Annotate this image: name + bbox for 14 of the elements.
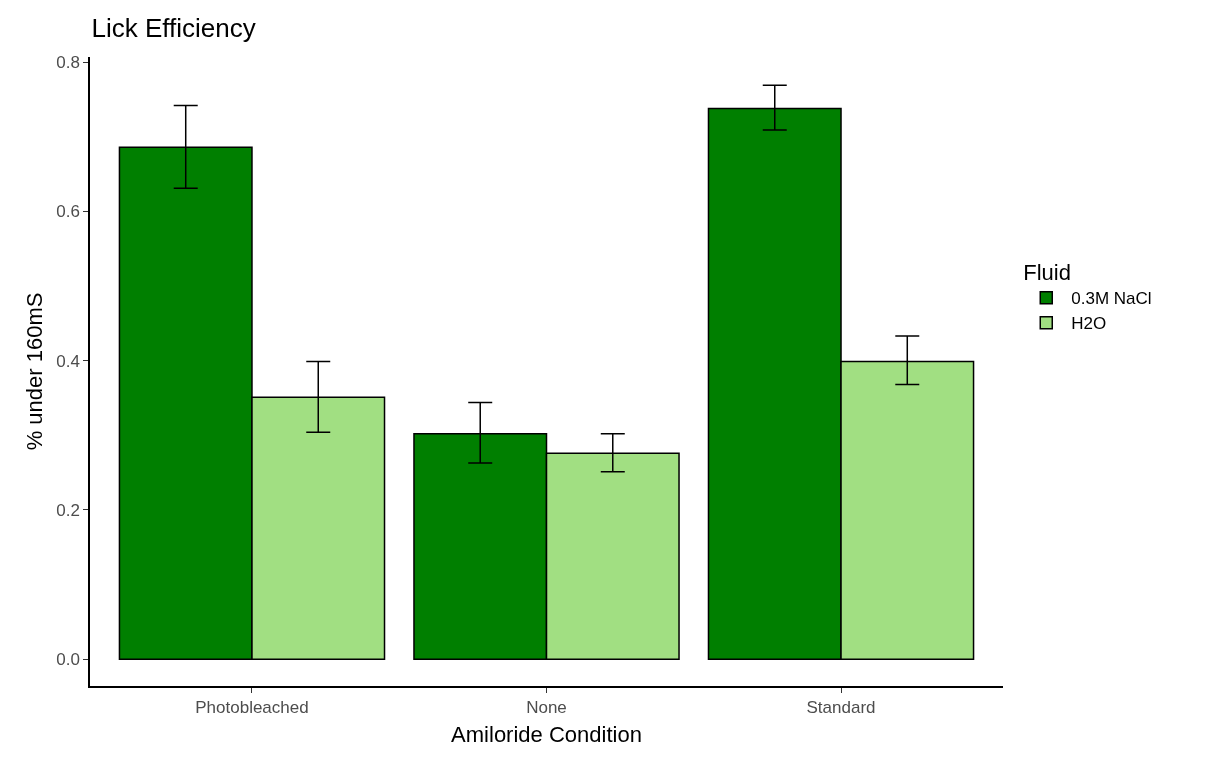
legend-label: H2O: [1071, 314, 1107, 334]
x-tick-label: Standard: [806, 698, 876, 718]
y-tick-label: 0.0: [56, 650, 80, 670]
x-axis-title: Amiloride Condition: [451, 721, 642, 747]
legend-label: 0.3M NaCl: [1071, 289, 1152, 309]
y-tick-label: 0.6: [56, 202, 80, 222]
y-tick-label: 0.2: [56, 500, 80, 520]
x-tick-label: Photobleached: [195, 698, 309, 718]
y-tick-label: 0.8: [56, 53, 80, 73]
chart-title: Lick Efficiency: [91, 13, 256, 44]
legend-title: Fluid: [1023, 260, 1071, 286]
y-tick-label: 0.4: [56, 351, 80, 371]
y-axis-title: % under 160mS: [21, 292, 47, 451]
x-tick-label: None: [526, 698, 567, 718]
